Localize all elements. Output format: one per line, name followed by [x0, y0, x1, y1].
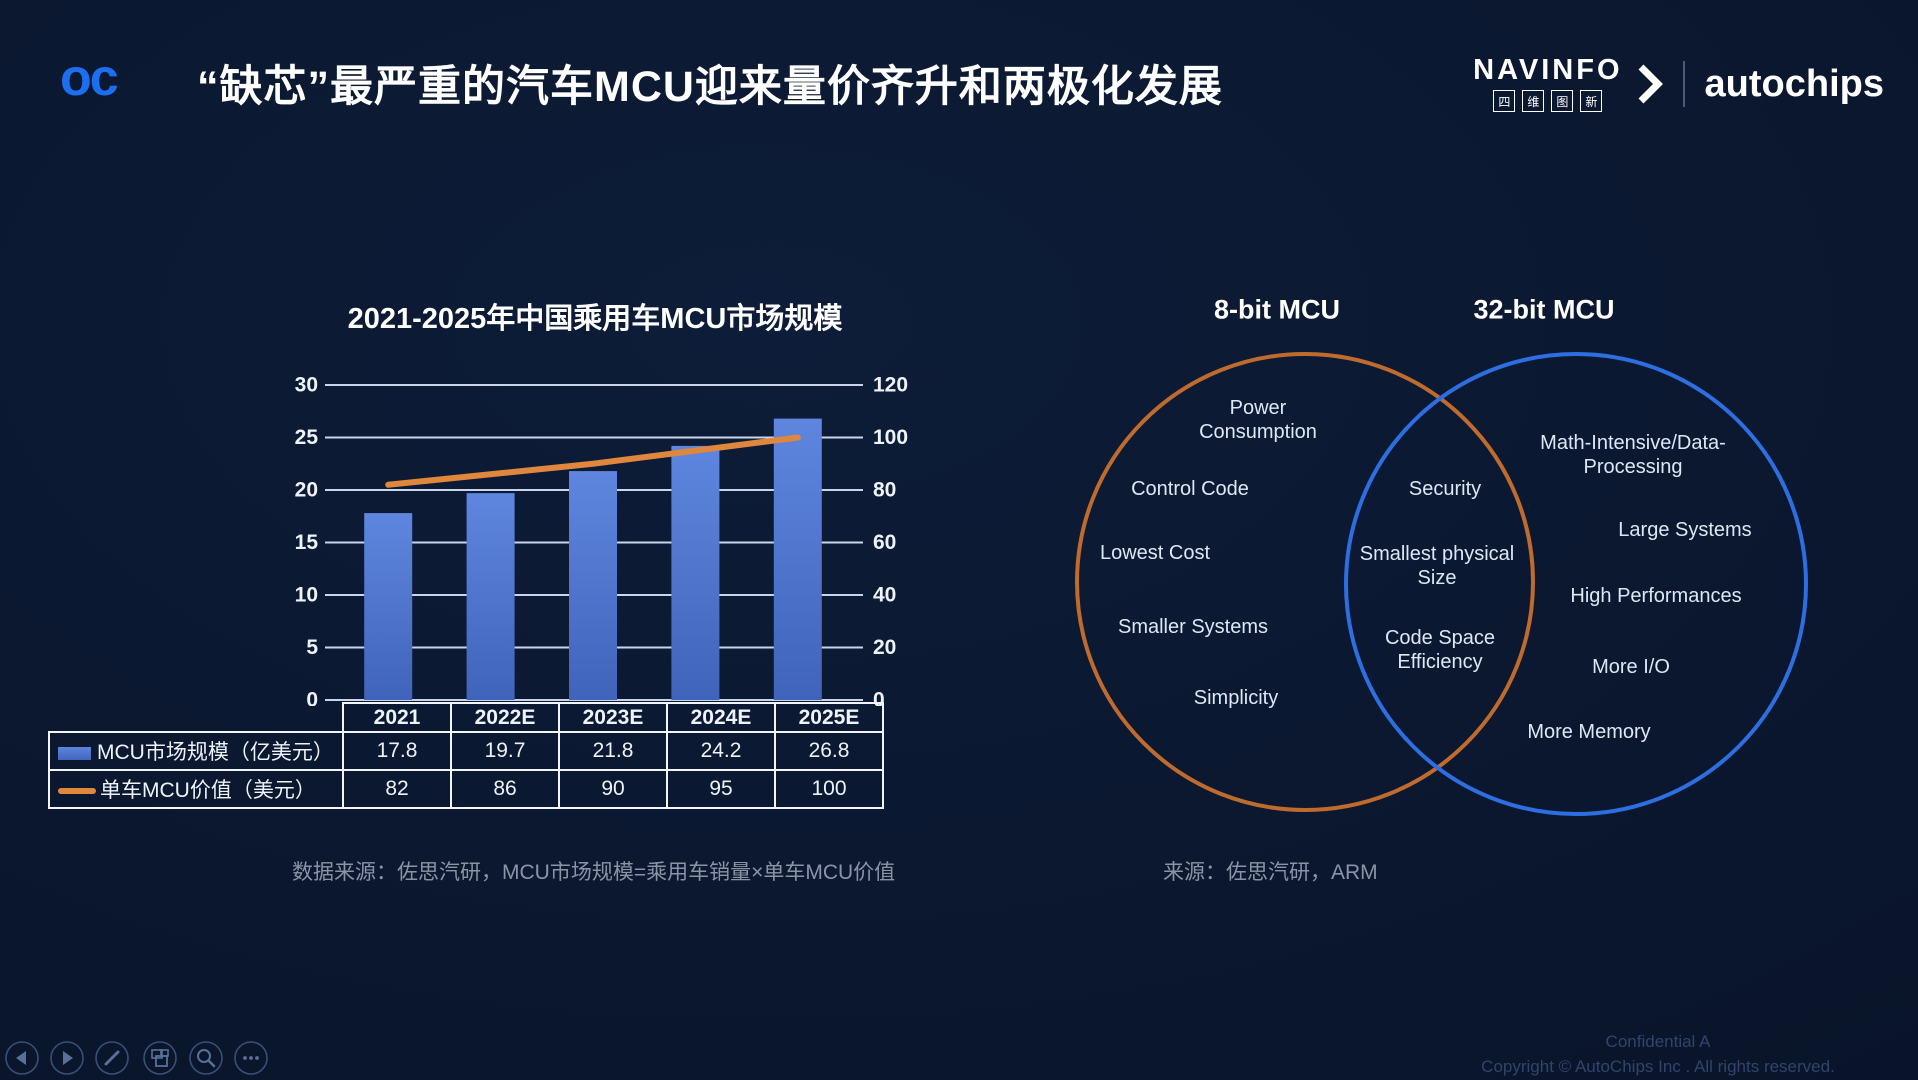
bar-2021	[364, 513, 413, 700]
value-cell: 26.8	[774, 731, 884, 771]
slide-title: “缺芯”最严重的汽车MCU迎来量价齐升和两极化发展	[197, 63, 1223, 111]
value-cell: 17.8	[342, 731, 452, 771]
table-header-row: 2021 2022E 2023E 2024E 2025E	[49, 702, 884, 733]
value-cell: 82	[342, 769, 452, 809]
venn-item-left-2: Lowest Cost	[1099, 542, 1211, 564]
confidential-label: Confidential A	[1605, 1032, 1711, 1051]
venn-item-right-4: More Memory	[1527, 721, 1651, 743]
value-cell: 24.2	[666, 731, 776, 771]
mcu-market-chart: 0 0 5 20 10 40 15 60 20 80 25 100 30 120	[295, 374, 908, 707]
value-cell: 19.7	[450, 731, 560, 771]
venn-item-left-1: Control Code	[1131, 478, 1249, 500]
venn-circle-32bit	[1344, 352, 1808, 816]
venn-item-right-3: More I/O	[1592, 656, 1670, 678]
left-axis-tick: 30	[295, 374, 318, 397]
previous-slide-button[interactable]	[5, 1041, 39, 1075]
brand-logos: NAVINFO 四维图新 autochips	[1473, 56, 1884, 112]
year-header-cell: 2022E	[450, 702, 560, 733]
venn-item-middle-1: Smallest physical Size	[1359, 543, 1515, 589]
value-cell: 90	[558, 769, 668, 809]
next-slide-button[interactable]	[50, 1041, 84, 1075]
value-cell: 86	[450, 769, 560, 809]
more-options-button[interactable]	[234, 1041, 268, 1075]
copyright-label: Copyright © AutoChips Inc . All rights r…	[1481, 1056, 1835, 1076]
year-header-cell: 2023E	[558, 702, 668, 733]
bar-2025E	[773, 418, 822, 700]
bar-2024E	[671, 445, 720, 700]
autochips-oc-logo: oc	[60, 49, 119, 107]
chart-data-table: 2021 2022E 2023E 2024E 2025E MCU市场规模（亿美元） 17.8…	[48, 702, 884, 809]
right-axis-tick: 20	[873, 636, 896, 659]
venn-item-middle-0: Security	[1408, 478, 1482, 500]
navinfo-cjk-char: 新	[1580, 90, 1603, 112]
series-label-cell: 单车MCU价值（美元）	[48, 769, 344, 809]
line-series	[385, 434, 801, 488]
pen-button[interactable]	[95, 1041, 129, 1075]
venn-item-left-4: Simplicity	[1193, 687, 1279, 709]
value-cell: 95	[666, 769, 776, 809]
all-slides-button[interactable]	[143, 1041, 177, 1075]
left-axis-tick: 5	[306, 636, 318, 659]
navinfo-wordmark: NAVINFO	[1473, 54, 1623, 86]
year-header-cell: 2024E	[666, 702, 776, 733]
value-cell: 21.8	[558, 731, 668, 771]
left-axis-tick: 0	[306, 689, 318, 707]
right-axis-tick: 0	[873, 689, 885, 707]
left-axis-tick: 15	[295, 531, 319, 554]
logo-divider	[1682, 61, 1685, 107]
year-header-cell: 2021	[342, 702, 452, 733]
navinfo-chevron-icon	[1638, 64, 1663, 104]
venn-item-left-3: Smaller Systems	[1117, 616, 1269, 638]
table-row: 单车MCU价值（美元） 82 86 90 95 100	[48, 769, 884, 809]
slideshow-controls	[5, 1041, 268, 1075]
right-axis-tick: 40	[873, 584, 896, 607]
bar-legend-swatch	[58, 746, 91, 760]
left-axis-tick: 25	[295, 426, 319, 449]
left-axis-tick: 10	[295, 584, 318, 607]
venn-source-note: 来源：佐思汽研，ARM	[1163, 861, 1378, 884]
autochips-wordmark: autochips	[1704, 62, 1884, 105]
venn-left-title: 8-bit MCU	[1214, 294, 1340, 325]
right-axis-tick: 120	[873, 374, 908, 397]
venn-item-right-0: Math-Intensive/Data-Processing	[1540, 432, 1726, 478]
value-cell: 100	[774, 769, 884, 809]
chart-title: 2021-2025年中国乘用车MCU市场规模	[347, 303, 843, 335]
navinfo-cjk-char: 四	[1493, 90, 1516, 112]
venn-item-middle-2: Code Space Efficiency	[1384, 627, 1496, 673]
right-axis-tick: 60	[873, 531, 896, 554]
table-row: MCU市场规模（亿美元） 17.8 19.7 21.8 24.2 26.8	[48, 731, 884, 771]
venn-item-right-1: Large Systems	[1618, 519, 1752, 541]
venn-item-left-0: Power Consumption	[1199, 397, 1317, 443]
footer-legal: Confidential A Copyright © AutoChips Inc…	[1428, 1030, 1888, 1079]
navinfo-logo: NAVINFO 四维图新	[1473, 56, 1622, 112]
navinfo-cjk-boxes: 四维图新	[1493, 90, 1603, 112]
left-axis-tick: 20	[295, 479, 318, 502]
table-blank-cell	[49, 703, 343, 732]
chart-source-note: 数据来源：佐思汽研，MCU市场规模=乘用车销量×单车MCU价值	[292, 861, 896, 884]
venn-right-title: 32-bit MCU	[1473, 294, 1615, 325]
bar-2022E	[466, 493, 515, 700]
series-label-cell: MCU市场规模（亿美元）	[48, 731, 344, 771]
right-axis-tick: 100	[873, 426, 908, 449]
bar-2023E	[569, 471, 617, 700]
navinfo-cjk-char: 维	[1522, 90, 1545, 112]
right-axis-tick: 80	[873, 479, 896, 502]
zoom-button[interactable]	[189, 1041, 223, 1075]
line-legend-swatch	[58, 788, 96, 795]
venn-item-right-2: High Performances	[1570, 585, 1742, 607]
year-header-cell: 2025E	[774, 702, 884, 733]
navinfo-cjk-char: 图	[1551, 90, 1574, 112]
